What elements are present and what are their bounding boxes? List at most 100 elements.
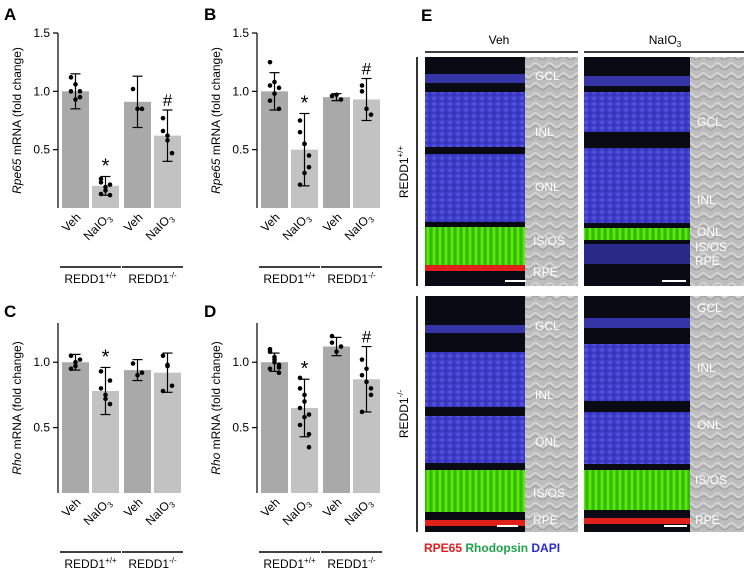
x-tick-label: NaIO3	[280, 495, 315, 530]
bar	[323, 346, 350, 493]
significance-marker: #	[362, 60, 372, 79]
bar-charts: A 0.5 1.0 1.5 Rpe65 mRNA (fold change) Veh * Na…	[4, 5, 382, 571]
bar	[261, 362, 288, 493]
x-tick-label: Veh	[121, 495, 146, 520]
x-tick-label: NaIO3	[143, 495, 178, 530]
data-point	[160, 115, 166, 121]
bar	[92, 185, 119, 208]
panel-label: B	[204, 5, 216, 24]
data-point	[364, 379, 369, 385]
layer-label: ONL	[535, 435, 560, 449]
data-point	[68, 89, 74, 94]
data-point	[139, 370, 145, 375]
y-axis-label: Rho mRNA (fold change)	[209, 341, 223, 474]
data-point	[302, 414, 307, 420]
layer-label: IS/OS	[533, 234, 565, 248]
y-tick-label: 1.0	[33, 355, 50, 369]
y-axis-label-gene: Rpe65	[209, 158, 223, 194]
bar	[124, 370, 151, 493]
y-axis-label-gene: Rpe65	[10, 158, 24, 194]
group-label: REDD1+/+	[263, 271, 316, 286]
y-axis-label-text: mRNA (fold change)	[10, 341, 24, 452]
layer-label: IS/OS	[695, 240, 727, 254]
x-tick-label: Veh	[320, 495, 345, 520]
group-label: REDD1+/+	[64, 556, 117, 571]
group-label: REDD1+/+	[263, 556, 316, 571]
y-tick-label: 1.0	[33, 84, 50, 98]
data-point	[107, 182, 113, 187]
y-axis-label-gene: Rho	[10, 452, 24, 474]
y-axis-label: Rpe65 mRNA (fold change)	[209, 47, 223, 194]
data-point	[267, 83, 273, 88]
data-point	[302, 399, 307, 404]
data-point	[68, 366, 74, 372]
data-point	[297, 118, 303, 123]
layer-label: ONL	[697, 418, 722, 432]
data-point	[297, 386, 303, 391]
y-tick-label: 1.0	[232, 355, 249, 369]
data-point	[272, 79, 277, 85]
y-tick-label: 1.0	[232, 84, 249, 98]
layer-label: ONL	[535, 180, 560, 194]
bar	[62, 362, 89, 493]
data-point	[77, 89, 83, 94]
group-label: REDD1+/+	[64, 271, 117, 286]
data-point	[302, 141, 307, 147]
group-label: REDD1-/-	[327, 556, 376, 571]
data-point	[98, 191, 104, 197]
image-ko-naio3: GCL INL ONL IS/OS RPE	[584, 296, 744, 532]
y-axis-label-text: mRNA (fold change)	[209, 341, 223, 452]
data-point	[297, 182, 303, 187]
layer-label: RPE	[695, 513, 720, 527]
data-point	[276, 370, 282, 375]
data-point	[267, 59, 273, 65]
data-point	[302, 392, 307, 398]
significance-marker: *	[301, 93, 309, 115]
group-label: REDD1-/-	[128, 271, 177, 286]
data-point	[103, 392, 108, 398]
stain-legend: RPE65 Rhodopsin DAPI	[424, 541, 560, 555]
y-axis-label-text: mRNA (fold change)	[209, 47, 223, 158]
x-tick-label: Veh	[320, 210, 345, 235]
data-point	[103, 188, 108, 193]
significance-marker: *	[102, 346, 110, 368]
data-point	[103, 184, 108, 190]
data-point	[302, 170, 307, 176]
y-axis-label-text: mRNA (fold change)	[10, 47, 24, 158]
data-point	[135, 106, 140, 112]
data-point	[334, 92, 339, 98]
data-point	[359, 89, 365, 94]
data-point	[306, 412, 312, 417]
y-axis-label-gene: Rho	[209, 452, 223, 474]
y-tick-label: 1.5	[33, 26, 50, 40]
data-point	[329, 333, 335, 339]
data-point	[98, 176, 104, 182]
y-axis-label: Rpe65 mRNA (fold change)	[10, 47, 24, 194]
layer-label: INL	[535, 125, 554, 139]
data-point	[272, 91, 277, 96]
data-point	[368, 392, 374, 398]
data-point	[297, 375, 303, 381]
data-point	[359, 373, 365, 378]
x-tick-label: Veh	[59, 495, 84, 520]
data-point	[107, 192, 113, 198]
x-tick-label: NaIO3	[143, 210, 178, 245]
layer-label: INL	[697, 361, 716, 375]
row-header-wt: REDD1+/+	[396, 146, 411, 199]
layer-label: INL	[535, 388, 554, 402]
x-tick-label: NaIO3	[280, 210, 315, 245]
group-label: REDD1-/-	[327, 271, 376, 286]
data-point	[160, 353, 166, 358]
layer-label: GCL	[535, 319, 560, 333]
data-point	[276, 365, 282, 370]
data-point	[364, 366, 369, 372]
bar	[62, 91, 89, 208]
y-tick-label: 0.5	[232, 421, 249, 435]
x-tick-label: Veh	[258, 495, 283, 520]
layer-label: GCL	[697, 115, 722, 129]
data-point	[306, 153, 312, 158]
data-point	[73, 97, 78, 102]
data-point	[68, 353, 74, 358]
panel-label: A	[4, 5, 16, 24]
